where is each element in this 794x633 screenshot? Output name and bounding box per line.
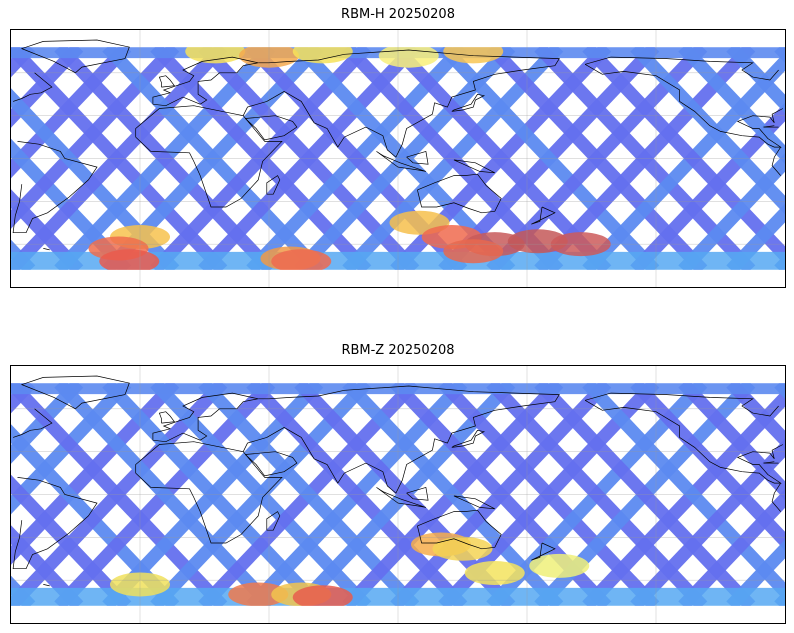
coastline: [451, 93, 486, 112]
coastline: [453, 495, 495, 510]
coastline: [158, 411, 176, 424]
swath-descending: [726, 42, 785, 114]
hotspot: [292, 585, 353, 610]
coastline: [242, 385, 560, 494]
coastline: [417, 509, 502, 550]
coastline: [584, 399, 784, 484]
coastline: [12, 72, 53, 102]
gridlines: [11, 366, 785, 623]
coastline: [531, 206, 556, 225]
swath-descending: [726, 378, 785, 450]
coastline: [242, 49, 560, 158]
coastline: [376, 487, 427, 508]
coastline: [43, 248, 50, 251]
swath-ascending: [678, 489, 785, 611]
coastline: [771, 482, 781, 512]
swath-descending: [678, 378, 785, 500]
swath-layer: [11, 378, 785, 611]
coastline: [585, 392, 779, 417]
swath-ascending: [678, 153, 785, 275]
coastline: [406, 486, 429, 501]
coastline: [135, 105, 283, 208]
coastline: [20, 39, 130, 74]
coastline: [763, 125, 775, 128]
coastline: [584, 63, 784, 148]
hotspot: [271, 249, 332, 274]
coastline: [266, 175, 281, 195]
coastline: [245, 115, 298, 141]
coastline: [376, 151, 427, 172]
hotspot: [464, 561, 525, 586]
coastline: [135, 441, 283, 544]
map-canvas-top: [11, 30, 785, 287]
swath-descending: [678, 42, 785, 164]
coastline: [585, 56, 779, 81]
coastline: [266, 511, 281, 531]
coastline: [417, 173, 502, 214]
coastline: [152, 56, 259, 107]
map-canvas-bottom: [11, 366, 785, 623]
coastline: [453, 159, 495, 174]
coastline: [152, 392, 259, 443]
coastline: [763, 461, 775, 464]
hotspot: [99, 249, 160, 274]
map-panel-top[interactable]: [10, 29, 786, 288]
swath-ascending: [726, 539, 785, 611]
coastline: [771, 146, 781, 176]
map-title-top: RBM-H 20250208: [341, 7, 455, 22]
swath-ascending: [726, 203, 785, 275]
hotspot: [443, 239, 504, 264]
coastline: [12, 477, 98, 570]
coastline: [158, 75, 176, 88]
gridlines: [11, 30, 785, 287]
coastline: [12, 408, 53, 438]
map-title-bottom: RBM-Z 20250208: [341, 343, 455, 358]
coastline: [245, 451, 298, 477]
coastlines: [12, 39, 784, 251]
coastline: [451, 429, 486, 448]
coastline: [406, 150, 429, 165]
hotspot: [432, 536, 493, 561]
hotspot: [529, 553, 590, 578]
hotspot: [378, 43, 439, 68]
coastline: [20, 375, 130, 410]
coastline: [43, 584, 50, 587]
coastline: [12, 141, 98, 234]
hotspot: [228, 582, 289, 607]
coastline: [531, 542, 556, 561]
map-panel-bottom[interactable]: [10, 365, 786, 624]
coastlines: [12, 375, 784, 587]
